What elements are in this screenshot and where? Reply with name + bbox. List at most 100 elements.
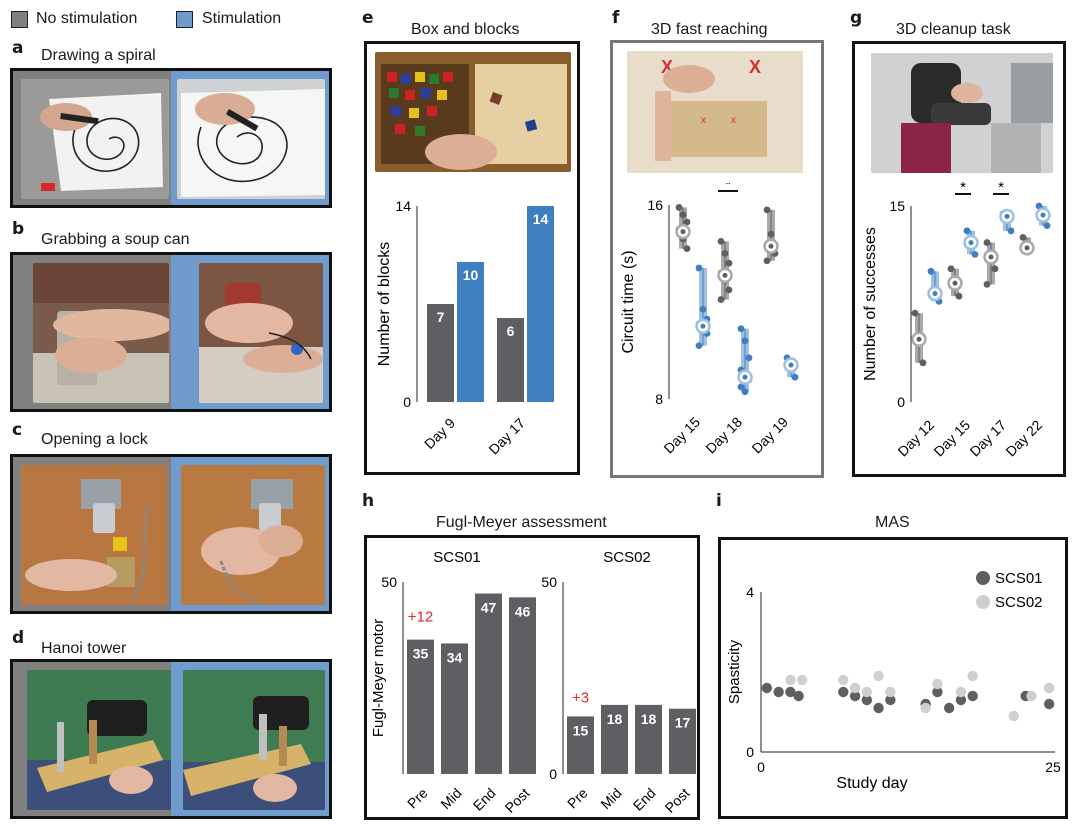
cleanup-task-photo [871,53,1053,173]
point-1-1-0 [737,325,745,333]
soup-can-photo-stim [199,263,323,403]
bar-no-stimulation-day-9 [427,304,454,402]
x-tick-day-18: Day 18 [702,414,745,457]
panel-c-letter: c [12,420,23,440]
point-scs01-10 [932,686,943,698]
panel-f-letter: f [612,8,620,28]
point-scs02-9 [955,686,967,698]
median-dot-0-0 [916,336,922,342]
svg-text:x: x [731,115,736,126]
point-1-3-0 [1035,202,1043,210]
point-scs01-2 [785,686,796,698]
point-scs02-12 [1026,690,1037,702]
panel-a-frame [10,68,332,208]
y-tick-top-h2: 50 [541,574,557,590]
point-scs02-8 [932,678,943,690]
point-0-0-2 [919,359,927,367]
x-tick-h1-end: End [470,785,499,814]
point-scs02-6 [885,686,896,698]
lock-scene-right [201,479,303,605]
x-tick-day-15: Day 15 [930,417,973,460]
svg-text:x: x [701,115,706,126]
y-tick-top: 14 [395,198,411,214]
panel-f-title: 3D fast reaching [651,21,768,38]
spiral-photo-no-stim [21,79,169,199]
median-dot-1-1 [968,240,974,246]
y-tick-bottom: 8 [655,391,663,407]
annotation-h1: +12 [408,609,433,626]
blocks-pile [387,72,538,136]
point-0-0-2 [683,218,691,226]
panel-e-title: Box and blocks [411,21,520,38]
point-scs02-3 [849,682,861,694]
y-tick-bottom: 0 [746,744,754,760]
bar-label-h1-2: 47 [481,600,497,616]
spiral-drawing-right [181,89,325,197]
panel-g-letter: g [850,8,863,28]
bar-label-1-0: 10 [463,267,479,283]
y-tick-top: 4 [746,584,754,600]
x-tick-day-22: Day 22 [1002,417,1045,460]
median-dot-1-0 [932,291,938,297]
point-scs02-4 [861,686,873,698]
bar-label-h2-0: 15 [573,722,589,738]
bar-label-h2-1: 18 [607,711,623,727]
bar-label-0-1: 6 [507,323,515,339]
cleanup-task-scene [871,53,1053,173]
point-scs01-11 [943,702,955,714]
x-tick-h2-post: Post [661,785,692,816]
bar-h2-mid [601,704,628,774]
point-scs01-7 [873,702,884,714]
point-scs01-4 [838,686,849,698]
spiral-drawing-left [40,93,163,191]
median-dot-0-1 [952,280,958,286]
bar-label-h1-3: 46 [515,603,531,619]
bar-no-stimulation-day-17 [497,318,524,402]
median-dot-1-2 [1004,213,1010,219]
median-dot-1-0 [700,323,706,329]
point-scs02-10 [967,670,978,682]
y-tick-top: 15 [889,198,905,214]
point-0-2-2 [991,265,999,273]
panel-b-title: Grabbing a soup can [41,231,190,248]
median-dot-0-2 [768,243,774,249]
point-scs02-2 [838,674,849,686]
panel-e-frame: 14 0 Number of blocks 7 10 Day 9 6 14 Day 17 [364,41,580,475]
legend-marker-scs01 [976,571,990,585]
box-blocks-scene [381,64,567,170]
x-tick-day-17: Day 17 [966,417,1009,460]
point-scs01-6 [861,694,873,706]
point-1-0-0 [927,267,935,275]
bar-stimulation-day-9 [457,262,484,402]
bar-h2-post [669,708,696,774]
y-axis-label: Number of successes [862,227,879,381]
soup-can-scene-left [33,263,169,403]
point-0-0-0 [911,309,919,317]
spiral-photo-stim [177,79,325,199]
x-tick-day-17: Day 17 [485,415,528,458]
point-0-2-1 [767,230,775,238]
significance-star-0: * [960,182,966,196]
chart-f: 16 8 Circuit time (s) Day 15 Day 18 Day 19 * [620,183,799,457]
panel-h-frame: SCS01 50 Fugl-Meyer motor 35 Pre 34 Mid 47 End 46… [364,535,700,820]
point-scs01-3 [793,690,804,702]
median-dot-1-3 [1040,212,1046,218]
x-tick-h1-pre: Pre [404,785,431,812]
x-tick-day-15: Day 15 [660,414,703,457]
x-tick-h1-mid: Mid [437,785,464,812]
bar-h1-mid [441,643,468,774]
panel-c-title: Opening a lock [41,431,148,448]
bar-h1-post [509,597,536,774]
point-0-0-5 [683,245,691,253]
median-dot-1-1 [742,374,748,380]
annotation-h2: +3 [572,689,589,706]
point-1-1-0 [963,227,971,235]
x-tick-day-9: Day 9 [421,415,458,452]
point-0-3-0 [1019,233,1027,241]
panel-g-title: 3D cleanup task [896,21,1011,38]
point-1-2-2 [1007,227,1015,235]
